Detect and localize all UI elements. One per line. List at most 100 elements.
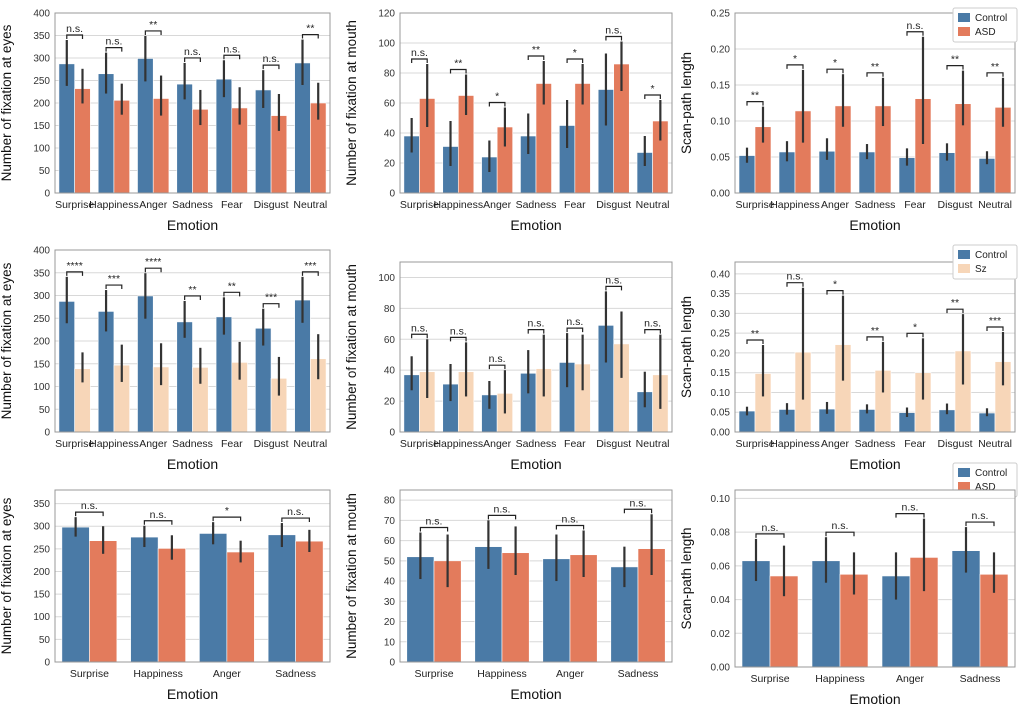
y-tick-label: 50: [384, 556, 396, 567]
plot-frame: [734, 12, 1016, 194]
x-tick-label: Disgust: [596, 199, 631, 211]
y-tick-label: 50: [39, 635, 51, 646]
x-tick-label: Disgust: [254, 199, 289, 211]
y-tick-label: 0.05: [711, 153, 731, 164]
y-tick-label: 350: [33, 31, 50, 42]
y-tick-label: 0.04: [711, 595, 731, 606]
significance-bracket: [644, 329, 661, 334]
significance-label: **: [149, 19, 157, 31]
significance-label: n.s.: [762, 522, 779, 534]
significance-label: **: [306, 23, 314, 35]
y-tick-label: 200: [33, 567, 50, 578]
y-tick-label: 100: [33, 382, 50, 393]
significance-bracket: [866, 336, 884, 341]
y-axis-label: Scan-path length: [679, 52, 694, 154]
significance-label: n.s.: [630, 497, 647, 509]
significance-bracket: [449, 68, 467, 74]
significance-bracket: [487, 514, 517, 520]
significance-label: n.s.: [566, 316, 583, 328]
bar-control-sadness: [267, 534, 296, 663]
x-tick-label: Anger: [483, 438, 512, 450]
significance-bracket: [419, 526, 449, 532]
significance-bracket: [906, 332, 924, 338]
x-tick-label: Surprise: [55, 438, 94, 450]
significance-bracket: [866, 72, 884, 77]
significance-bracket: [184, 295, 201, 300]
x-tick-label: Happiness: [770, 199, 820, 211]
significance-label: n.s.: [489, 353, 506, 365]
x-tick-label: Disgust: [254, 438, 289, 450]
chart-panel-5: 0 20 40 60 80 100 n.s. n.s. n.s. n.s. n.s. n.s. n.s.…: [344, 261, 673, 472]
legend-label-control: Control: [975, 468, 1007, 479]
y-tick-label: 200: [33, 99, 50, 110]
significance-bracket: [746, 101, 764, 106]
significance-label: n.s.: [450, 325, 467, 337]
y-tick-label: 80: [384, 496, 396, 507]
x-tick-label: Anger: [821, 438, 850, 450]
y-tick-label: 0.10: [711, 494, 731, 505]
y-tick-label: 0.10: [711, 388, 731, 399]
x-tick-label: Surprise: [735, 199, 774, 211]
significance-bracket: [605, 285, 623, 291]
x-tick-label: Sadness: [516, 199, 557, 211]
legend: Control ASD: [952, 7, 1018, 43]
x-tick-label: Fear: [904, 199, 926, 211]
bar-control-sadness: [176, 321, 193, 433]
y-tick-label: 0.00: [711, 189, 731, 200]
significance-label: n.s.: [494, 503, 511, 515]
significance-label: ****: [145, 256, 161, 268]
bar-asd-surprise: [74, 88, 91, 194]
y-axis-label: Number of fixation at mouth: [344, 264, 359, 430]
y-tick-label: 40: [384, 129, 396, 140]
y-tick-label: 20: [384, 397, 396, 408]
y-tick-label: 0.00: [711, 663, 731, 674]
significance-bracket: [605, 35, 623, 41]
significance-bracket: [449, 336, 467, 342]
significance-label: ***: [989, 315, 1001, 327]
significance-label: n.s.: [411, 47, 428, 59]
legend-swatch-sz: [958, 264, 970, 273]
significance-label: n.s.: [105, 36, 122, 48]
y-tick-label: 0.08: [711, 528, 731, 539]
y-tick-label: 0.06: [711, 561, 731, 572]
significance-bracket: [411, 333, 428, 339]
significance-bracket: [566, 327, 584, 333]
significance-bracket: [755, 533, 785, 538]
y-tick-label: 100: [33, 144, 50, 155]
y-tick-label: 0: [44, 189, 50, 200]
y-tick-label: 150: [33, 121, 50, 132]
significance-label: n.s.: [562, 513, 579, 525]
y-tick-label: 80: [384, 69, 396, 80]
plot-frame: [399, 261, 673, 433]
significance-bracket: [965, 521, 995, 527]
y-tick-label: 400: [33, 246, 50, 257]
x-tick-label: Anger: [556, 668, 585, 680]
significance-bracket: [301, 271, 319, 276]
significance-label: *: [833, 279, 837, 291]
legend-label-asd: ASD: [975, 482, 996, 493]
significance-label: n.s.: [902, 502, 919, 514]
significance-label: ***: [304, 260, 316, 272]
significance-bracket: [223, 291, 241, 297]
legend-swatch-asd: [958, 27, 970, 36]
x-tick-label: Neutral: [978, 199, 1012, 211]
x-tick-label: Sadness: [172, 199, 213, 211]
chart-panel-1: 0 50 100 150 200 250 300 350 400 n.s. n.s. ** n.s. n.…: [0, 9, 331, 233]
legend: Control Sz: [952, 244, 1018, 280]
legend: Control ASD: [952, 462, 1018, 498]
significance-label: n.s.: [287, 506, 304, 518]
significance-bracket: [184, 57, 201, 62]
x-tick-label: Anger: [139, 438, 168, 450]
significance-bracket: [623, 508, 653, 514]
significance-label: **: [951, 297, 959, 309]
x-tick-label: Sadness: [618, 668, 659, 680]
significance-bracket: [212, 516, 242, 522]
significance-label: *: [573, 47, 577, 59]
x-tick-label: Sadness: [516, 438, 557, 450]
y-tick-label: 0: [389, 428, 395, 439]
x-tick-label: Happiness: [477, 668, 527, 680]
significance-bracket: [143, 520, 173, 525]
x-axis-label: Emotion: [849, 691, 900, 707]
